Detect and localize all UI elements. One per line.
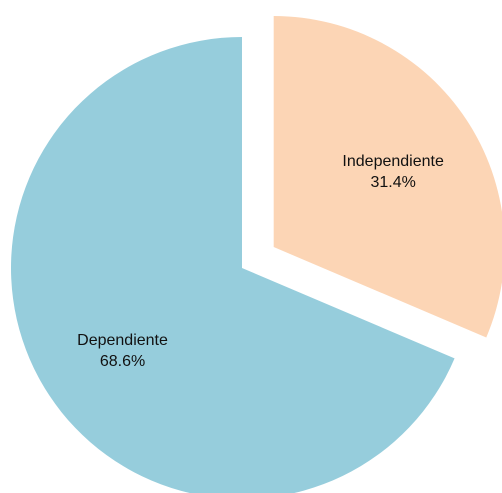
pie-label-dependiente: Dependiente 68.6% bbox=[77, 332, 168, 370]
pie-labels: Independiente 31.4% Dependiente 68.6% bbox=[77, 153, 444, 370]
pie-slices bbox=[11, 16, 502, 493]
pie-label-name: Independiente bbox=[342, 153, 444, 170]
pie-slice-independiente bbox=[273, 16, 502, 338]
pie-label-value: 31.4% bbox=[370, 174, 415, 191]
pie-label-independiente: Independiente 31.4% bbox=[342, 153, 444, 191]
pie-label-name: Dependiente bbox=[77, 332, 168, 349]
pie-slice-dependiente bbox=[11, 37, 455, 493]
pie-label-value: 68.6% bbox=[100, 353, 145, 370]
